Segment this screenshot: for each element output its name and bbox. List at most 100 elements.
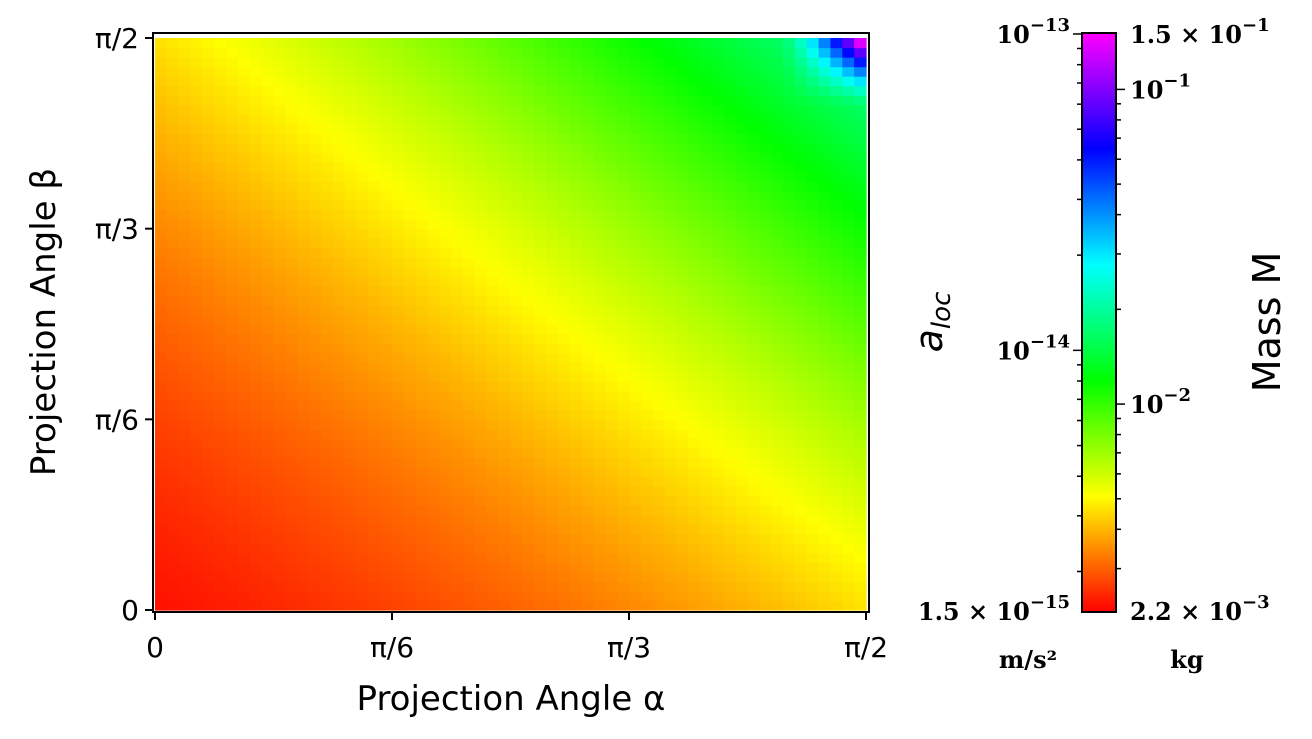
heatmap-cell <box>818 381 832 392</box>
heatmap-cell <box>723 524 737 535</box>
heatmap-cell <box>664 47 677 58</box>
heatmap-cell <box>190 590 203 602</box>
heatmap-cell <box>581 304 595 316</box>
heatmap-cell <box>155 76 168 87</box>
heatmap-cell <box>617 133 630 144</box>
heatmap-cell <box>652 295 666 306</box>
heatmap-cell <box>237 476 251 487</box>
heatmap-cell <box>202 152 215 163</box>
heatmap-cell <box>759 343 772 354</box>
heatmap-cell <box>166 419 180 430</box>
heatmap-cell <box>344 409 358 420</box>
heatmap-cell <box>581 533 595 544</box>
heatmap-cell <box>427 333 440 344</box>
heatmap-cell <box>688 285 701 296</box>
heatmap-cell <box>403 524 417 535</box>
heatmap-cell <box>368 533 381 544</box>
heatmap-cell <box>723 47 737 58</box>
heatmap-cell <box>617 371 630 382</box>
heatmap-cell <box>735 428 749 439</box>
heatmap-cell <box>285 562 298 573</box>
heatmap-cell <box>806 266 820 277</box>
heatmap-cell <box>237 352 251 363</box>
heatmap-cell <box>664 161 677 173</box>
heatmap-cell <box>723 76 737 87</box>
heatmap-cell <box>534 209 547 220</box>
heatmap-cell <box>320 200 334 211</box>
heatmap-cell <box>783 123 796 134</box>
heatmap-cell <box>534 505 547 516</box>
heatmap-cell <box>392 209 405 220</box>
heatmap-cell <box>546 190 559 201</box>
heatmap-cell <box>202 495 215 506</box>
heatmap-cell <box>546 505 559 516</box>
heatmap-cell <box>700 238 713 249</box>
heatmap-cell <box>226 209 239 220</box>
heatmap-cell <box>735 285 749 296</box>
heatmap-cell <box>474 390 488 401</box>
heatmap-cell <box>617 285 630 296</box>
heatmap-cell <box>439 295 452 306</box>
heatmap-cell <box>794 457 808 468</box>
heatmap-cell <box>534 66 547 77</box>
heatmap-cell <box>688 381 701 392</box>
heatmap-cell <box>392 152 405 163</box>
heatmap-cell <box>403 333 417 344</box>
heatmap-cell <box>202 209 215 220</box>
heatmap-cell <box>842 152 855 163</box>
heatmap-cell <box>794 590 808 602</box>
heatmap-cell <box>474 247 488 258</box>
heatmap-cell <box>664 57 677 68</box>
heatmap-cell <box>806 362 820 373</box>
heatmap-cell <box>806 495 820 506</box>
heatmap-cell <box>451 276 464 287</box>
heatmap-cell <box>794 314 808 325</box>
heatmap-cell <box>415 552 429 563</box>
heatmap-cell <box>403 85 417 96</box>
heatmap-cell <box>237 581 251 592</box>
heatmap-cell <box>794 123 808 134</box>
heatmap-cell <box>155 228 168 239</box>
heatmap-cell <box>356 76 369 87</box>
heatmap-cell <box>498 381 512 392</box>
heatmap-cell <box>581 562 595 573</box>
heatmap-cell <box>818 581 832 592</box>
heatmap-cell <box>735 76 749 87</box>
heatmap-cell <box>214 524 227 535</box>
heatmap-cell <box>332 123 346 134</box>
heatmap-cell <box>237 142 251 153</box>
heatmap-cell <box>759 200 772 211</box>
heatmap-cell <box>226 190 239 201</box>
heatmap-cell <box>854 295 867 306</box>
heatmap-cell <box>759 238 772 249</box>
heatmap-cell <box>771 219 784 230</box>
heatmap-cell <box>771 171 784 182</box>
heatmap-cell <box>285 47 298 58</box>
heatmap-cell <box>285 95 298 106</box>
heatmap-cell <box>261 381 275 392</box>
heatmap-cell <box>510 114 523 125</box>
heatmap-cell <box>226 266 239 277</box>
heatmap-cell <box>166 362 180 373</box>
heatmap-cell <box>700 495 713 506</box>
heatmap-cell <box>486 76 500 87</box>
heatmap-cell <box>261 590 275 602</box>
heatmap-cell <box>273 457 286 468</box>
heatmap-cell <box>214 390 227 401</box>
heatmap-cell <box>759 552 772 563</box>
heatmap-cell <box>806 104 820 115</box>
heatmap-cell <box>214 219 227 230</box>
heatmap-cell <box>593 38 606 49</box>
heatmap-cell <box>237 495 251 506</box>
heatmap-cell <box>854 161 867 173</box>
heatmap-cell <box>320 76 334 87</box>
heatmap-cell <box>320 562 334 573</box>
heatmap-cell <box>581 133 595 144</box>
heatmap-cell <box>214 581 227 592</box>
heatmap-cell <box>451 247 464 258</box>
heatmap-cell <box>451 486 464 497</box>
heatmap-cell <box>392 66 405 77</box>
heatmap-cell <box>202 505 215 516</box>
heatmap-cell <box>474 123 488 134</box>
heatmap-cell <box>605 304 618 316</box>
